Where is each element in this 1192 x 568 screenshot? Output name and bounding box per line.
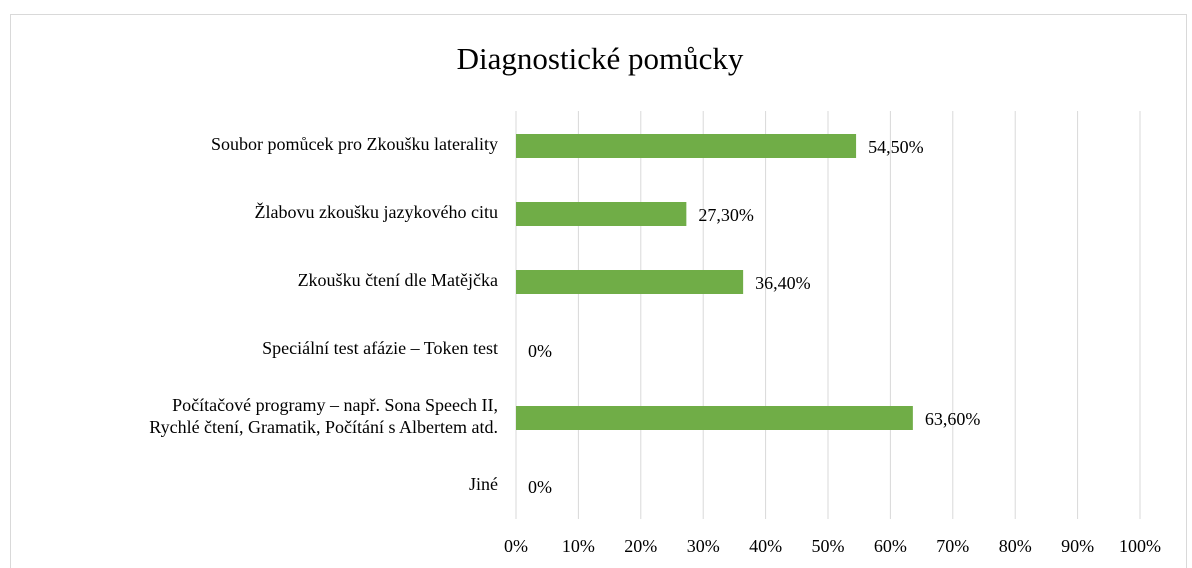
- bar: [516, 270, 744, 294]
- x-tick-label: 0%: [504, 536, 528, 556]
- x-tick-label: 20%: [624, 536, 657, 556]
- y-tick-label: Jiné: [469, 474, 498, 494]
- y-tick-label: Žlabovu zkoušku jazykového citu: [255, 201, 498, 222]
- y-tick-label: Počítačové programy – např. Sona Speech …: [149, 395, 498, 437]
- data-label: 63,60%: [925, 409, 981, 429]
- x-tick-label: 80%: [999, 536, 1032, 556]
- x-tick-label: 10%: [562, 536, 595, 556]
- x-tick-label: 90%: [1061, 536, 1094, 556]
- y-tick-label: Soubor pomůcek pro Zkoušku laterality: [211, 134, 498, 154]
- x-tick-label: 100%: [1119, 536, 1161, 556]
- y-tick-label: Speciální test afázie – Token test: [262, 338, 498, 358]
- data-label: 54,50%: [868, 137, 924, 157]
- chart-title: Diagnostické pomůcky: [457, 41, 744, 76]
- data-label: 0%: [528, 341, 552, 361]
- data-label: 0%: [528, 477, 552, 497]
- bar: [516, 406, 913, 430]
- x-tick-label: 40%: [749, 536, 782, 556]
- bar: [516, 134, 857, 158]
- data-label: 36,40%: [755, 273, 811, 293]
- y-tick-label: Zkoušku čtení dle Matějčka: [298, 270, 498, 290]
- data-label: 27,30%: [698, 205, 754, 225]
- x-tick-label: 30%: [687, 536, 720, 556]
- bar: [516, 202, 687, 226]
- x-tick-label: 70%: [936, 536, 969, 556]
- x-tick-label: 60%: [874, 536, 907, 556]
- x-tick-label: 50%: [812, 536, 845, 556]
